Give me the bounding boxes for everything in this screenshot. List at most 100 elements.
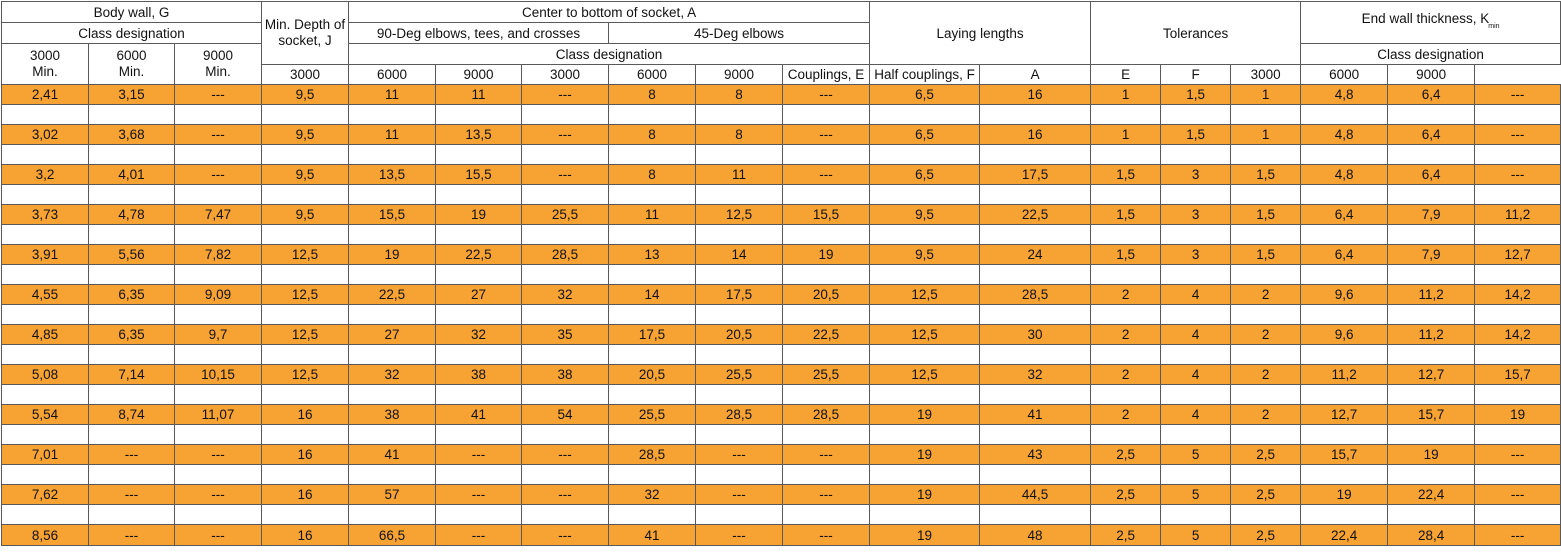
spacer-row (1, 504, 1561, 525)
spacer-cell (174, 184, 262, 205)
table-cell: 2,5 (1090, 524, 1162, 546)
table-cell: 8 (608, 84, 696, 105)
spacer-cell (1300, 464, 1389, 485)
table-cell: 11 (435, 84, 522, 105)
table-cell: 6,5 (869, 124, 981, 145)
spacer-row (1, 304, 1561, 325)
spacer-cell (869, 304, 981, 325)
table-cell: 5 (1160, 524, 1232, 546)
spacer-cell (869, 104, 981, 125)
table-cell: 6,5 (869, 164, 981, 185)
table-cell: 38 (521, 364, 609, 385)
table-cell: 12,7 (1300, 404, 1389, 425)
table-row: 3,02 3,68 --- 9,5 11 13,5 --- 8 8 --- 6,5 16 1 1,5 1 4,… (1, 124, 1561, 145)
spacer-cell (1, 144, 89, 165)
table-cell: 13 (608, 244, 696, 265)
table-cell: 9,5 (869, 244, 981, 265)
table-cell: 1 (1230, 124, 1302, 145)
spacer-row (1, 184, 1561, 205)
spacer-cell (521, 144, 609, 165)
spacer-cell (174, 384, 262, 405)
spacer-cell (1300, 304, 1389, 325)
table-cell: 8,56 (1, 524, 89, 546)
spacer-row (1, 424, 1561, 445)
spacer-cell (1090, 464, 1162, 485)
end-wall-class-header: Class designation (1300, 43, 1561, 65)
table-cell: 6,35 (88, 284, 175, 305)
table-cell: 32 (348, 364, 436, 385)
table-cell: 19 (869, 524, 981, 546)
half-couplings-header: Half couplings, F (869, 64, 981, 85)
table-cell: 1,5 (1230, 204, 1302, 225)
spacer-cell (1474, 504, 1561, 525)
spacer-cell (1, 264, 89, 285)
table-cell: 1,5 (1230, 244, 1302, 265)
spacer-cell (1, 224, 89, 245)
spacer-cell (348, 144, 436, 165)
table-cell: 8,74 (88, 404, 175, 425)
spacer-cell (1387, 264, 1476, 285)
table-cell: --- (781, 84, 871, 105)
spacer-cell (435, 384, 522, 405)
spacer-cell (1230, 464, 1302, 485)
min-label: Min. (205, 64, 231, 79)
table-cell: 3 (1160, 164, 1232, 185)
table-cell: --- (521, 84, 609, 105)
table-cell: 24 (979, 244, 1092, 265)
spacer-cell (348, 184, 436, 205)
spacer-cell (695, 104, 783, 125)
table-cell: 2 (1230, 284, 1302, 305)
table-cell: --- (781, 524, 871, 546)
table-cell: 11,2 (1300, 364, 1389, 385)
spacer-cell (695, 464, 783, 485)
spacer-cell (1474, 224, 1561, 245)
table-cell: 35 (521, 324, 609, 345)
table-cell: 38 (348, 404, 436, 425)
spacer-cell (88, 264, 175, 285)
class-label: 9000 (202, 48, 234, 63)
spacer-cell (174, 104, 262, 125)
spacer-cell (261, 424, 349, 445)
table-cell: 14 (695, 244, 783, 265)
table-cell: 6,5 (869, 84, 981, 105)
table-cell: 19 (869, 484, 981, 505)
spacer-cell (1, 344, 89, 365)
body-wall-6000-header: 6000 Min. (88, 43, 175, 85)
spacer-cell (1387, 464, 1476, 485)
spacer-cell (174, 344, 262, 365)
spacer-cell (695, 344, 783, 365)
spacer-cell (979, 104, 1092, 125)
spacer-cell (979, 264, 1092, 285)
table-cell: 6,4 (1387, 164, 1476, 185)
table-cell: --- (521, 124, 609, 145)
spacer-cell (1090, 264, 1162, 285)
table-cell: 28,5 (521, 244, 609, 265)
table-cell: 15,7 (1474, 364, 1561, 385)
spacer-cell (1300, 504, 1389, 525)
table-cell: --- (781, 444, 871, 465)
table-cell: 12,5 (695, 204, 783, 225)
table-cell: 22,4 (1300, 524, 1389, 546)
spacer-cell (1300, 224, 1389, 245)
table-cell: 12,7 (1387, 364, 1476, 385)
spacer-cell (1, 464, 89, 485)
table-cell: 19 (1300, 484, 1389, 505)
table-cell: 1 (1230, 84, 1302, 105)
table-cell: 3,2 (1, 164, 89, 185)
table-cell: 8 (695, 84, 783, 105)
spacer-cell (869, 464, 981, 485)
table-cell: 2 (1090, 324, 1162, 345)
spacer-cell (1387, 104, 1476, 125)
table-cell: 2 (1090, 364, 1162, 385)
table-cell: --- (1474, 164, 1561, 185)
table-cell: 7,47 (174, 204, 262, 225)
elbow90-3000-header: 3000 (261, 64, 349, 85)
spacer-cell (88, 144, 175, 165)
spacer-cell (869, 184, 981, 205)
end-wall-3000-header: 3000 (1230, 64, 1302, 85)
end-wall-6000-header: 6000 (1300, 64, 1389, 85)
elbow45-6000-header: 6000 (608, 64, 696, 85)
spacer-cell (1300, 104, 1389, 125)
table-cell: 4 (1160, 364, 1232, 385)
table-cell: 4,8 (1300, 164, 1389, 185)
